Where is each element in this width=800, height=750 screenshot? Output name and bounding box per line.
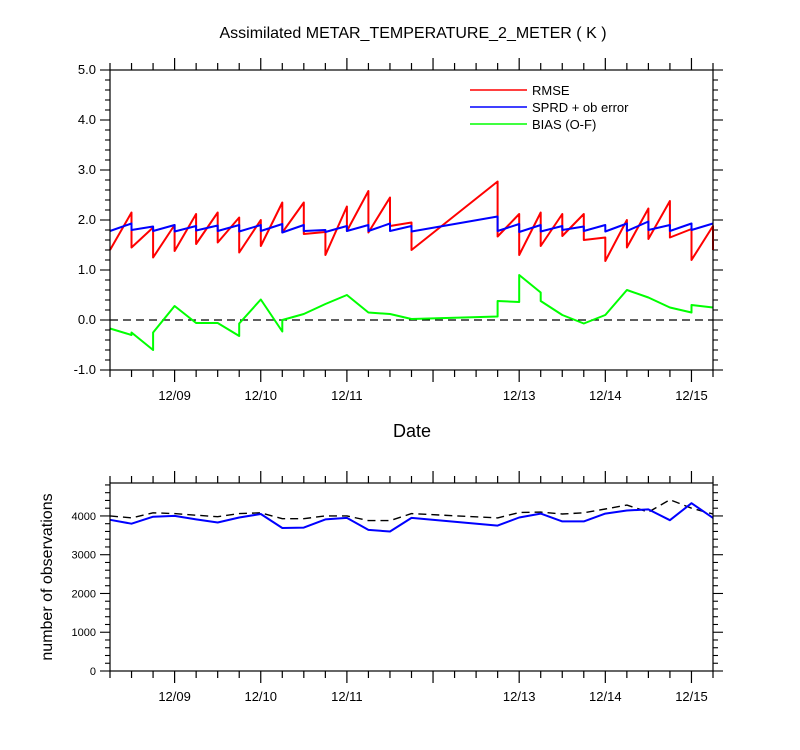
y-tick-label: 2000 [72, 588, 96, 600]
top-axis-ticks: 12/09 12/10 12/11 12/13 12/14 12/15 -1.0 0.0 1.0… [74, 58, 723, 403]
x-tick-label: 12/11 [331, 388, 363, 403]
y-axis-label-observations: number of observations [39, 493, 56, 660]
x-tick-label: 12/09 [158, 388, 191, 403]
legend: RMSE SPRD + ob error BIAS (O-F) [470, 83, 629, 132]
top-plot-frame [109, 69, 714, 371]
bottom-axis-ticks: 12/09 12/10 12/11 12/13 12/14 12/15 0 1000 2000 3… [72, 471, 723, 704]
y-tick-label: 1000 [72, 627, 96, 639]
y-tick-label: 4.0 [78, 112, 96, 127]
y-tick-label: 0 [90, 666, 96, 678]
series-line-assimilated-observations [109, 502, 714, 533]
top-series-lines [109, 180, 714, 351]
y-tick-label: 3000 [72, 550, 96, 562]
y-tick-label: 2.0 [78, 212, 96, 227]
y-tick-label: 3.0 [78, 162, 96, 177]
x-tick-label: 12/14 [589, 689, 622, 704]
y-tick-label: 4000 [72, 511, 96, 523]
rmse-panel: 12/09 12/10 12/11 12/13 12/14 12/15 -1.0 0.0 1.0… [74, 58, 723, 403]
x-tick-label: 12/15 [675, 388, 708, 403]
x-tick-label: 12/11 [331, 689, 363, 704]
legend-entry: SPRD + ob error [532, 100, 629, 115]
chart-title: Assimilated METAR_TEMPERATURE_2_METER ( … [219, 25, 606, 42]
x-tick-label: 12/13 [503, 689, 536, 704]
x-tick-label: 12/10 [244, 689, 277, 704]
legend-entry: RMSE [532, 83, 570, 98]
x-tick-label: 12/09 [158, 689, 191, 704]
x-tick-label: 12/10 [244, 388, 277, 403]
series-line-bias-o-f [109, 274, 714, 351]
y-tick-label: 0.0 [78, 312, 96, 327]
x-tick-label: 12/15 [675, 689, 708, 704]
x-axis-label: Date [393, 421, 431, 441]
legend-entry: BIAS (O-F) [532, 117, 596, 132]
y-tick-label: 5.0 [78, 62, 96, 77]
series-line-rmse [109, 180, 714, 262]
x-tick-label: 12/13 [503, 388, 536, 403]
bottom-plot-frame [109, 482, 714, 672]
y-tick-label: 1.0 [78, 262, 96, 277]
series-line-sprd-ob-error [109, 215, 714, 234]
bottom-series-lines [109, 499, 714, 533]
x-tick-label: 12/14 [589, 388, 622, 403]
y-tick-label: -1.0 [74, 362, 96, 377]
observation-count-panel: 12/09 12/10 12/11 12/13 12/14 12/15 0 1000 2000 3… [72, 471, 723, 704]
